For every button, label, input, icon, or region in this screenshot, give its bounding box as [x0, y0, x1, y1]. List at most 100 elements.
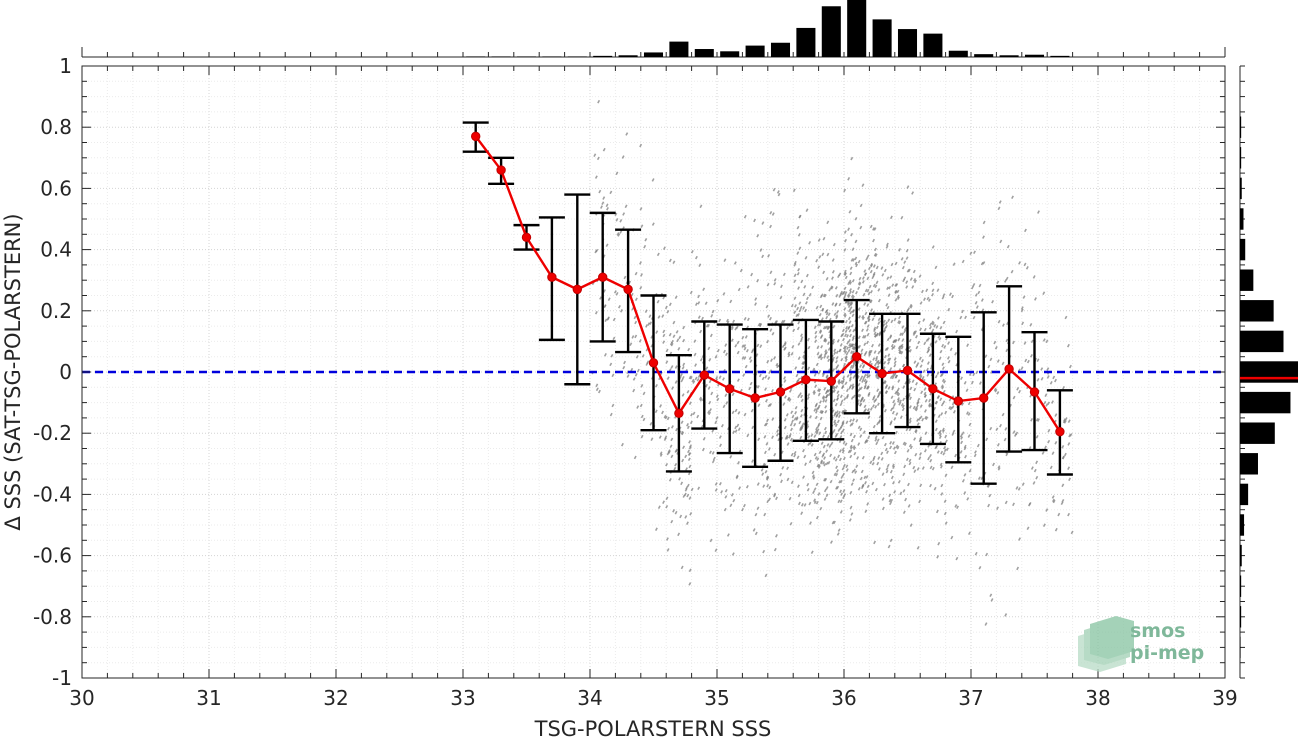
- scatter-point: [848, 290, 852, 295]
- scatter-point: [688, 496, 692, 500]
- scatter-point: [1029, 323, 1033, 327]
- logo-stack-icon: [1078, 616, 1134, 672]
- scatter-point: [908, 420, 912, 424]
- scatter-point: [619, 219, 623, 223]
- scatter-point: [943, 511, 947, 516]
- scatter-point: [841, 447, 845, 452]
- scatter-point: [939, 349, 943, 354]
- scatter-point: [859, 225, 863, 230]
- scatter-point: [711, 451, 715, 455]
- scatter-point: [900, 215, 904, 220]
- scatter-point: [688, 464, 692, 469]
- scatter-point: [923, 341, 927, 346]
- scatter-point: [817, 265, 821, 269]
- scatter-point: [754, 531, 758, 536]
- scatter-point: [1044, 393, 1048, 397]
- scatter-point: [931, 281, 935, 286]
- scatter-point: [874, 284, 878, 289]
- scatter-point: [826, 325, 830, 330]
- top-histogram-bar: [593, 55, 613, 57]
- scatter-point: [842, 337, 845, 342]
- scatter-point: [605, 203, 609, 208]
- scatter-point: [902, 510, 906, 515]
- scatter-point: [832, 368, 836, 372]
- scatter-point: [887, 386, 891, 390]
- scatter-point: [815, 362, 819, 367]
- scatter-point: [638, 339, 642, 343]
- scatter-point: [680, 565, 684, 570]
- scatter-point: [894, 339, 898, 343]
- scatter-point: [805, 273, 809, 278]
- scatter-point: [915, 407, 919, 412]
- top-histogram-bar: [872, 19, 892, 58]
- scatter-point: [815, 482, 819, 487]
- scatter-point: [982, 235, 985, 239]
- scatter-point: [835, 356, 839, 360]
- top-histogram-bar: [694, 49, 714, 57]
- scatter-point: [813, 373, 817, 377]
- scatter-point: [877, 361, 881, 366]
- scatter-point: [993, 340, 997, 345]
- scatter-point: [818, 312, 822, 317]
- scatter-point: [858, 282, 862, 286]
- scatter-point: [811, 474, 815, 478]
- scatter-point: [966, 343, 970, 347]
- scatter-point: [834, 423, 838, 428]
- scatter-point: [802, 306, 806, 310]
- scatter-point: [607, 316, 610, 320]
- scatter-point: [861, 455, 865, 460]
- scatter-point: [715, 416, 719, 420]
- scatter-point: [790, 410, 794, 415]
- scatter-point: [889, 538, 893, 543]
- scatter-point: [1042, 291, 1046, 295]
- scatter-point: [917, 320, 921, 325]
- scatter-point: [858, 276, 862, 281]
- scatter-point: [1041, 451, 1045, 455]
- scatter-point: [843, 307, 847, 311]
- scatter-point: [754, 302, 758, 306]
- scatter-point: [797, 377, 801, 382]
- scatter-point: [929, 483, 933, 488]
- scatter-point: [888, 357, 892, 362]
- scatter-point: [894, 298, 898, 302]
- scatter-point: [694, 376, 698, 381]
- scatter-point: [823, 497, 827, 501]
- scatter-point: [761, 472, 765, 476]
- scatter-point: [788, 398, 792, 402]
- scatter-point: [675, 427, 679, 432]
- scatter-point: [833, 472, 837, 477]
- scatter-point: [850, 512, 854, 516]
- scatter-point: [686, 425, 690, 430]
- mean-point: [1055, 426, 1065, 437]
- scatter-point: [909, 303, 913, 308]
- scatter-point: [963, 473, 967, 477]
- scatter-point: [682, 445, 686, 450]
- scatter-point: [748, 356, 752, 360]
- scatter-point: [960, 436, 964, 440]
- scatter-point: [889, 275, 893, 279]
- scatter-point: [839, 343, 843, 347]
- scatter-point: [730, 338, 734, 343]
- scatter-point: [807, 337, 810, 342]
- scatter-point: [893, 402, 897, 407]
- scatter-point: [840, 492, 844, 496]
- x-tick-label: 32: [323, 686, 348, 710]
- scatter-point: [851, 289, 855, 294]
- scatter-point: [885, 384, 889, 388]
- scatter-point: [775, 362, 779, 367]
- y-tick-label: -1: [52, 666, 72, 690]
- scatter-point: [928, 404, 932, 408]
- right-histogram-bar: [1240, 391, 1291, 414]
- scatter-point: [926, 296, 930, 301]
- scatter-point: [688, 452, 692, 456]
- scatter-point: [923, 327, 927, 332]
- scatter-point: [908, 380, 911, 385]
- scatter-point: [807, 442, 811, 446]
- scatter-point: [851, 295, 855, 300]
- scatter-point: [871, 461, 875, 466]
- scatter-point: [800, 398, 804, 403]
- right-histogram-bar: [1240, 208, 1244, 230]
- scatter-point: [718, 435, 722, 439]
- scatter-point: [784, 395, 787, 399]
- scatter-point: [895, 412, 899, 416]
